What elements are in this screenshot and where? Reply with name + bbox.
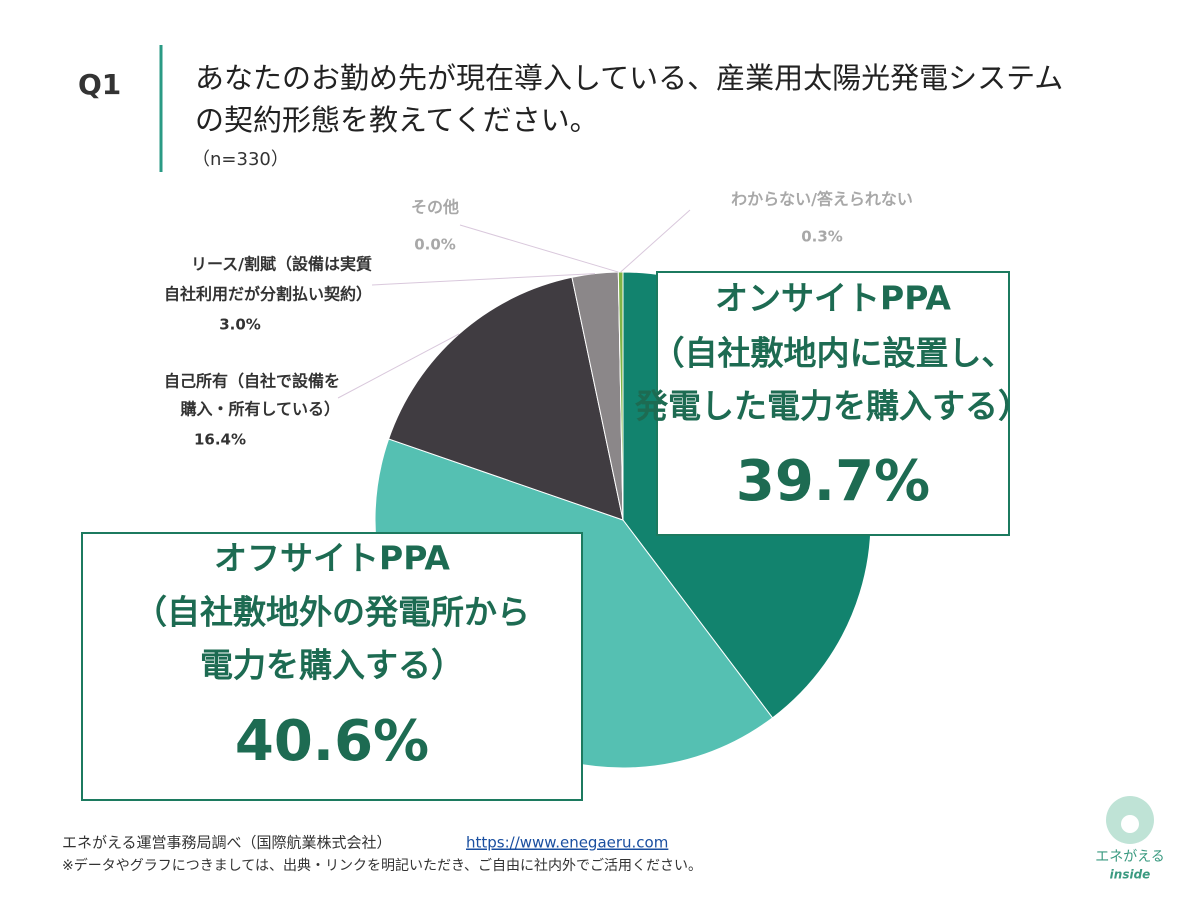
source-link[interactable]: https://www.enegaeru.com (466, 834, 668, 852)
slice-label: その他 (411, 198, 459, 217)
slice-label: わからない/答えられない (731, 190, 913, 209)
slice-label: 発電した電力を購入する） (635, 387, 1031, 426)
value-label: 40.6% (235, 709, 429, 774)
leader-line (337, 333, 460, 399)
sample-size: （n=330） (192, 149, 289, 170)
labels: オンサイトPPA （自社敷地内に設置し、発電した電力を購入する） 39.7% オフサイ… (81, 190, 1031, 801)
note: ※データやグラフにつきましては、出典・リンクを明記いただき、ご自由に社内外でご活… (62, 857, 702, 874)
slice-label: リース/割賦（設備は実質 (191, 255, 372, 274)
leader-line (371, 273, 596, 286)
slice-label: （自社敷地内に設置し、 (652, 334, 1015, 373)
label-box (656, 271, 1010, 536)
value-label: 0.3% (801, 228, 843, 246)
slice-label: 購入・所有している） (179, 400, 340, 419)
slice-label: 自社利用だが分割払い契約） (164, 285, 372, 304)
title-line: の契約形態を教えてください。 (195, 103, 599, 137)
source: エネがえる運営事務局調べ（国際航業株式会社） (62, 834, 392, 852)
slice-label: オンサイトPPA (715, 279, 951, 318)
slice-label: オフサイトPPA (214, 539, 450, 578)
value-label: 0.0% (414, 236, 456, 254)
question-number: Q1 (78, 68, 121, 101)
title-line: あなたのお勤め先が現在導入している、産業用太陽光発電システム (195, 61, 1063, 95)
leader-line (620, 209, 691, 273)
label-box (81, 532, 583, 801)
leader-line (459, 224, 619, 273)
logo-name: エネがえる (1095, 849, 1165, 865)
slice-label: 電力を購入する） (200, 646, 464, 685)
value-label: 39.7% (736, 449, 930, 514)
value-label: 3.0% (219, 316, 261, 334)
logo-sub: inside (1110, 868, 1151, 882)
slice-label: （自社敷地外の発電所から (134, 593, 530, 632)
slice-label: 自己所有（自社で設備を (164, 372, 340, 391)
value-label: 16.4% (194, 431, 246, 449)
logo-icon-bulb (1121, 815, 1139, 833)
